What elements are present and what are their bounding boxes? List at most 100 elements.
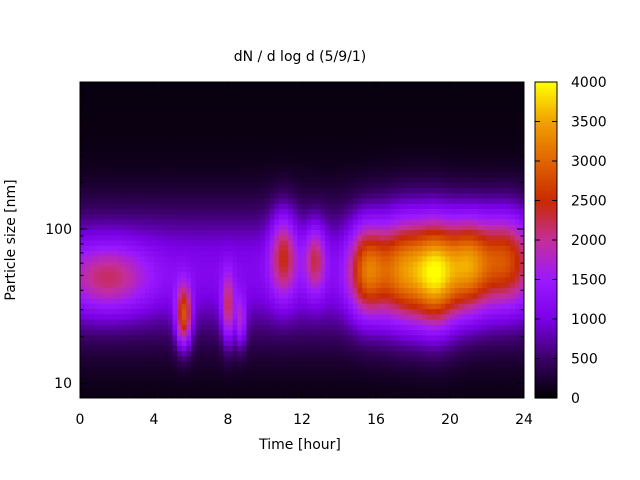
heatmap-cell <box>260 145 266 152</box>
heatmap-cell <box>140 376 146 383</box>
heatmap-cell <box>209 345 215 352</box>
heatmap-cell <box>357 203 363 209</box>
heatmap-cell <box>265 129 271 136</box>
heatmap-cell <box>214 192 220 199</box>
heatmap-cell <box>394 82 400 88</box>
heatmap-cell <box>459 208 465 215</box>
heatmap-cell <box>376 319 382 325</box>
heatmap-cell <box>130 392 137 398</box>
heatmap-cell <box>454 371 460 378</box>
heatmap-cell <box>98 240 104 246</box>
heatmap-cell <box>251 392 257 398</box>
heatmap-cell <box>325 161 331 167</box>
heatmap-cell <box>98 197 104 204</box>
heatmap-cell <box>422 229 428 236</box>
heatmap-cell <box>292 303 298 310</box>
heatmap-cell <box>292 139 298 146</box>
heatmap-cell <box>362 129 368 136</box>
heatmap-cell <box>283 287 289 294</box>
heatmap-cell <box>440 345 446 352</box>
heatmap-cell <box>292 287 298 294</box>
heatmap-cell <box>334 308 340 315</box>
heatmap-cell <box>265 234 271 241</box>
heatmap-cell <box>232 129 238 136</box>
heatmap-cell <box>177 250 183 257</box>
heatmap-cell <box>297 118 303 125</box>
heatmap-cell <box>172 345 178 352</box>
heatmap-cell <box>186 171 192 178</box>
heatmap-cell <box>84 334 90 341</box>
heatmap-cell <box>352 266 359 273</box>
heatmap-cell <box>80 197 86 204</box>
heatmap-cell <box>450 161 456 167</box>
heatmap-cell <box>241 276 248 283</box>
heatmap-cell <box>399 266 405 273</box>
heatmap-cell <box>209 366 215 373</box>
heatmap-cell <box>214 340 220 346</box>
heatmap-cell <box>98 124 104 130</box>
heatmap-cell <box>385 150 391 157</box>
heatmap-cell <box>89 292 95 299</box>
heatmap-cell <box>218 108 224 115</box>
heatmap-cell <box>181 166 187 173</box>
heatmap-cell <box>454 208 460 215</box>
heatmap-cell <box>306 245 312 252</box>
heatmap-cell <box>209 103 215 109</box>
heatmap-cell <box>89 276 95 283</box>
heatmap-cell <box>463 324 470 331</box>
heatmap-cell <box>376 324 382 331</box>
heatmap-cell <box>311 261 317 267</box>
heatmap-cell <box>426 355 433 362</box>
heatmap-cell <box>140 308 146 315</box>
heatmap-cell <box>334 176 340 183</box>
heatmap-cell <box>144 145 150 152</box>
heatmap-cell <box>84 155 90 162</box>
heatmap-cell <box>144 271 150 278</box>
heatmap-cell <box>237 382 243 389</box>
heatmap-cell <box>218 197 224 204</box>
heatmap-cell <box>89 245 95 252</box>
heatmap-cell <box>445 161 451 167</box>
heatmap-cell <box>107 224 113 231</box>
heatmap-cell <box>288 324 294 331</box>
heatmap-cell <box>283 350 289 357</box>
heatmap-cell <box>172 166 178 173</box>
heatmap-cell <box>325 382 331 389</box>
heatmap-cell <box>320 150 326 157</box>
heatmap-cell <box>450 240 456 246</box>
heatmap-cell <box>297 176 303 183</box>
heatmap-cell <box>237 371 243 378</box>
heatmap-cell <box>413 266 419 273</box>
heatmap-cell <box>440 276 446 283</box>
heatmap-cell <box>135 118 141 125</box>
heatmap-cell <box>98 234 104 241</box>
heatmap-cell <box>325 313 331 320</box>
heatmap-cell <box>348 292 354 299</box>
heatmap-cell <box>140 176 146 183</box>
heatmap-cell <box>413 218 419 225</box>
heatmap-cell <box>191 382 197 389</box>
heatmap-cell <box>223 82 229 88</box>
heatmap-cell <box>228 308 234 315</box>
heatmap-cell <box>149 255 155 262</box>
heatmap-cell <box>121 376 127 383</box>
heatmap-cell <box>154 308 160 315</box>
heatmap-cell <box>126 197 132 204</box>
heatmap-cell <box>389 366 396 373</box>
heatmap-cell <box>191 308 197 315</box>
heatmap-cell <box>445 134 451 141</box>
heatmap-cell <box>93 97 100 104</box>
heatmap-cell <box>80 292 86 299</box>
heatmap-cell <box>380 329 386 336</box>
heatmap-cell <box>121 324 127 331</box>
heatmap-cell <box>325 245 331 252</box>
heatmap-cell <box>334 324 340 331</box>
heatmap-cell <box>103 166 109 173</box>
heatmap-cell <box>149 287 155 294</box>
heatmap-cell <box>103 350 109 357</box>
heatmap-cell <box>228 234 234 241</box>
heatmap-cell <box>209 287 215 294</box>
heatmap-cell <box>422 218 428 225</box>
heatmap-cell <box>191 218 197 225</box>
heatmap-cell <box>431 345 437 352</box>
